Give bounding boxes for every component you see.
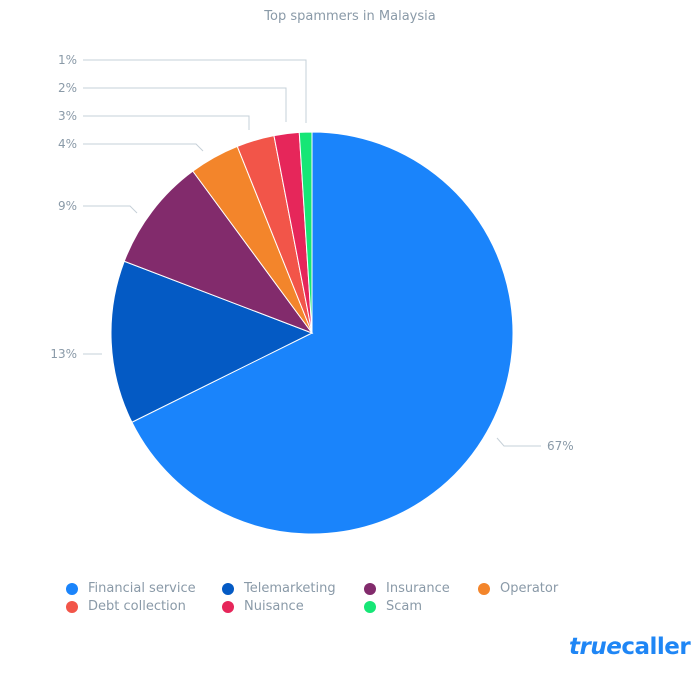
legend-item-nuisance[interactable]: Nuisance — [222, 599, 304, 614]
truecaller-logo: truecaller — [569, 634, 691, 660]
pie-slice-financial-service[interactable] — [131, 131, 514, 535]
legend-item-telemarketing[interactable]: Telemarketing — [222, 581, 336, 596]
legend-label: Insurance — [386, 581, 450, 596]
legend-item-debt-collection[interactable]: Debt collection — [66, 599, 186, 614]
legend-dot-icon — [478, 582, 490, 595]
label-debt-collection: 3% — [58, 109, 77, 123]
label-financial-service: 67% — [547, 439, 574, 453]
label-insurance: 9% — [58, 199, 77, 213]
legend-item-scam[interactable]: Scam — [364, 599, 422, 614]
legend-dot-icon — [222, 600, 234, 613]
pie-slice-scam[interactable] — [298, 131, 313, 334]
leader-line-insurance — [83, 205, 138, 214]
legend-item-insurance[interactable]: Insurance — [364, 581, 450, 596]
legend-label: Operator — [500, 581, 559, 596]
legend-item-financial-service[interactable]: Financial service — [66, 581, 196, 596]
legend-label: Financial service — [88, 581, 196, 596]
leader-lines — [83, 59, 541, 447]
legend-dot-icon — [66, 600, 78, 613]
legend-dot-icon — [364, 600, 376, 613]
label-nuisance: 2% — [58, 81, 77, 95]
pie-slices — [110, 131, 514, 535]
legend-label: Scam — [386, 599, 423, 614]
label-operator: 4% — [58, 137, 77, 151]
percent-labels: 1% 2% 3% 4% 9% 13% 67% — [50, 53, 573, 453]
leader-line-scam — [83, 59, 307, 123]
brand-part1: true — [569, 634, 622, 660]
brand-part2: caller — [621, 634, 691, 660]
legend-label: Debt collection — [88, 599, 186, 614]
legend-dot-icon — [364, 582, 376, 595]
leader-line-debt-collection — [83, 115, 250, 130]
leader-line-operator — [83, 143, 204, 152]
leader-line-financial-service — [496, 437, 541, 447]
legend-dot-icon — [66, 582, 78, 595]
legend-label: Nuisance — [244, 599, 304, 614]
legend-dot-icon — [222, 582, 234, 595]
legend-label: Telemarketing — [244, 581, 336, 596]
label-telemarketing: 13% — [50, 347, 77, 361]
leader-line-nuisance — [83, 87, 287, 122]
pie-slice-telemarketing[interactable] — [110, 260, 314, 423]
chart-title: Top spammers in Malaysia — [264, 9, 436, 24]
pie-slice-insurance[interactable] — [123, 170, 314, 335]
label-scam: 1% — [58, 53, 77, 67]
legend-item-operator[interactable]: Operator — [478, 581, 558, 596]
